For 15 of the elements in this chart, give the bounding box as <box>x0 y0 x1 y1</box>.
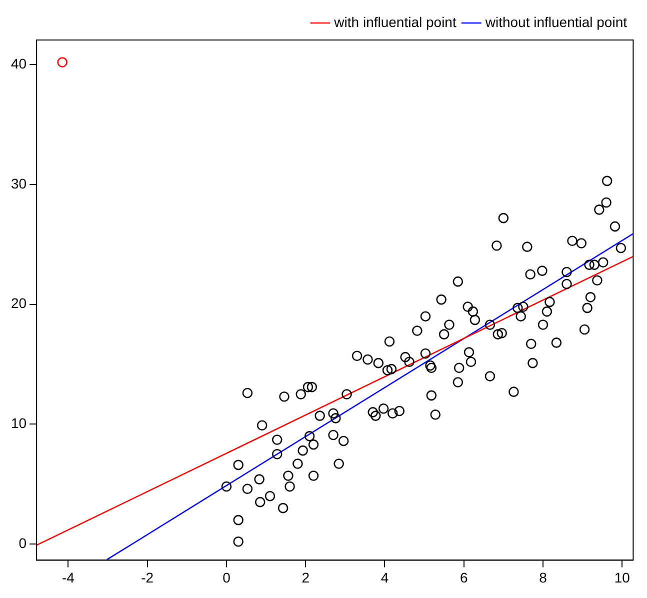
legend-label: with influential point <box>333 14 456 30</box>
x-tick-label: 2 <box>302 569 310 586</box>
y-tick-label: 10 <box>10 415 27 432</box>
y-tick-label: 0 <box>18 534 27 551</box>
x-tick-label: -4 <box>62 569 75 586</box>
x-tick-label: 8 <box>539 569 548 586</box>
y-tick-label: 30 <box>10 175 27 192</box>
x-tick-label: 6 <box>460 569 468 586</box>
y-tick-label: 40 <box>10 56 27 72</box>
x-tick-label: 4 <box>380 569 389 586</box>
legend-label: without influential point <box>484 14 628 30</box>
x-tick-label: 0 <box>222 569 231 586</box>
y-tick-label: 20 <box>10 295 27 312</box>
x-tick-label: 10 <box>614 569 630 586</box>
x-tick-label: -2 <box>141 569 154 586</box>
